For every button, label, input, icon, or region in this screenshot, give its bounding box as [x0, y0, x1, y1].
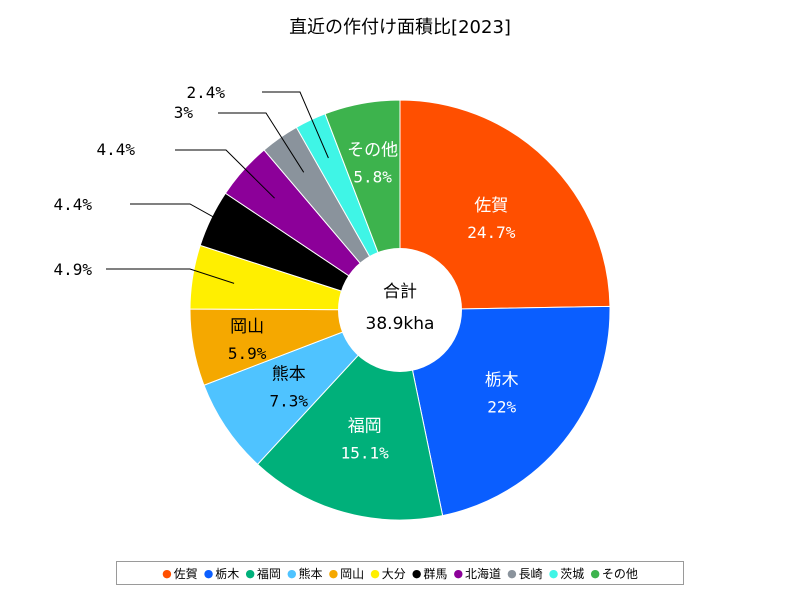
slice-value-label: 24.7%	[467, 223, 516, 242]
legend-item: ● 福岡	[245, 565, 281, 582]
slice-name-label: その他	[347, 140, 398, 160]
slice-栃木	[399, 305, 611, 517]
legend-label: 福岡	[256, 566, 281, 581]
slice-value-label: 7.3%	[270, 391, 309, 410]
slice-佐賀	[399, 99, 611, 311]
legend-label: 北海道	[465, 566, 502, 581]
legend-marker-icon: ●	[507, 566, 517, 580]
legend-marker-icon: ●	[245, 566, 255, 580]
leader-line	[175, 149, 275, 199]
legend-label: 栃木	[215, 566, 240, 581]
legend-marker-icon: ●	[590, 566, 600, 580]
legend-item: ● その他	[590, 565, 638, 582]
legend-marker-icon: ●	[453, 566, 464, 580]
slice-name-label: 福岡	[348, 417, 382, 437]
leader-line	[130, 203, 250, 238]
legend-item: ● 岡山	[329, 565, 365, 582]
slice-value-label: 5.8%	[353, 167, 392, 186]
legend-item: ● 北海道	[453, 565, 501, 582]
slice-value-label: 22%	[487, 397, 516, 416]
legend-item: ● 長崎	[507, 565, 543, 582]
slice-name-label: 栃木	[485, 370, 519, 390]
center-label: 合計	[383, 282, 417, 302]
legend-item: ● 佐賀	[162, 565, 198, 582]
slice-name-label: 佐賀	[474, 196, 508, 216]
legend-label: その他	[601, 566, 638, 581]
chart-legend: ● 佐賀 ● 栃木 ● 福岡 ● 熊本 ● 岡山 ● 大分 ● 群馬 ● 北海道 ● 長崎 ● 茨城 ● その他	[116, 561, 684, 585]
legend-marker-icon: ●	[328, 566, 339, 580]
legend-label: 佐賀	[173, 566, 198, 581]
legend-item: ● 熊本	[287, 565, 323, 582]
legend-marker-icon: ●	[411, 566, 422, 580]
legend-marker-icon: ●	[286, 566, 297, 580]
legend-item: ● 大分	[370, 565, 406, 582]
legend-label: 岡山	[340, 566, 365, 581]
donut-hole	[338, 248, 462, 372]
legend-item: ● 栃木	[204, 565, 240, 582]
leader-line	[106, 268, 235, 284]
legend-item: ● 茨城	[549, 565, 585, 582]
slice-value-label: 4.4%	[96, 140, 135, 159]
legend-marker-icon: ●	[370, 566, 380, 580]
slice-name-label: 熊本	[272, 364, 306, 384]
legend-marker-icon: ●	[548, 566, 559, 580]
legend-label: 茨城	[560, 566, 585, 581]
legend-label: 大分	[381, 566, 406, 581]
slice-value-label: 3%	[174, 103, 194, 122]
slice-value-label: 4.9%	[53, 260, 92, 279]
slice-value-label: 5.9%	[228, 344, 267, 363]
legend-label: 熊本	[298, 566, 323, 581]
slice-name-label: 岡山	[230, 317, 264, 337]
legend-marker-icon: ●	[162, 566, 172, 580]
leader-line	[218, 112, 305, 173]
slice-value-label: 15.1%	[341, 444, 390, 463]
legend-item: ● 群馬	[412, 565, 448, 582]
slice-value-label: 2.4%	[186, 83, 225, 102]
chart-title: 直近の作付け面積比[2023]	[289, 17, 511, 38]
legend-label: 長崎	[518, 566, 543, 581]
legend-label: 群馬	[423, 566, 448, 581]
leader-line	[262, 91, 329, 159]
center-value: 38.9kha	[366, 314, 435, 334]
legend-marker-icon: ●	[203, 566, 214, 580]
slice-value-label: 4.4%	[53, 195, 92, 214]
